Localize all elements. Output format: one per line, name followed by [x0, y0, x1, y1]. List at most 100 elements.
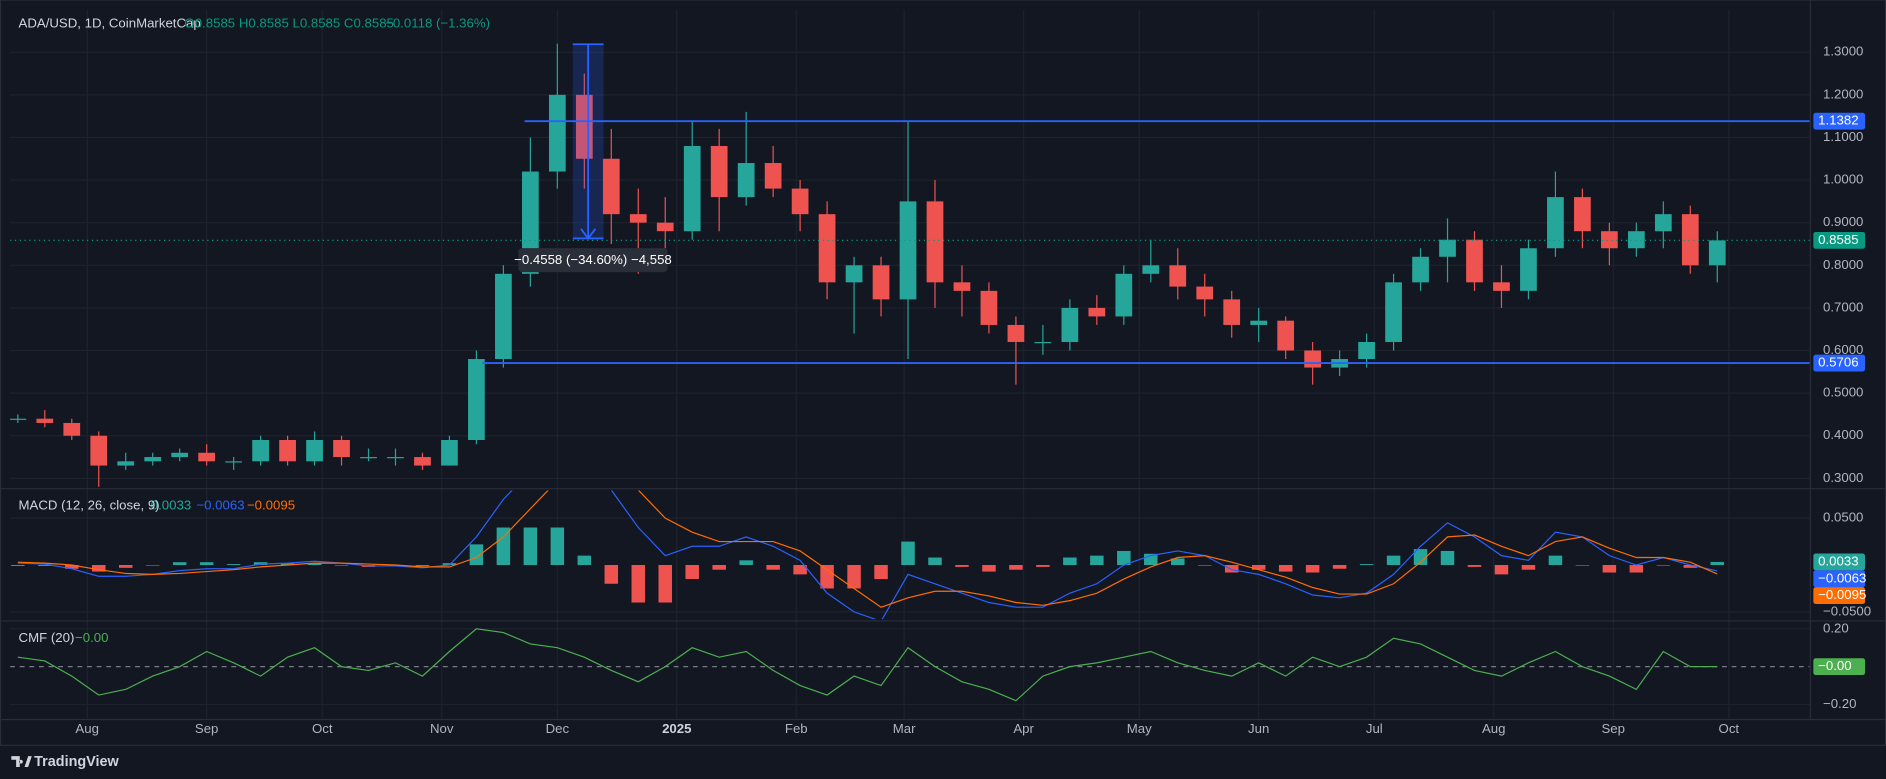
candle-body [387, 457, 404, 459]
ohlc-readout: O0.8585 H0.8585 L0.8585 C0.8585 [184, 16, 393, 31]
macd-histogram-bar [1036, 565, 1050, 567]
candle-body [1681, 214, 1699, 266]
macd-histogram-bar [577, 555, 592, 566]
candle-body [1088, 307, 1106, 317]
macd-histogram-bar [1251, 565, 1266, 570]
macd-histogram-bar [496, 527, 511, 566]
macd-histogram-bar [118, 565, 133, 568]
candle-body [495, 273, 512, 360]
overlay-layer: Aug Sep Oct Nov Dec 2025 Feb Mar Apr May Jun Jul Aug… [75, 44, 1871, 736]
macd-histogram-bar [226, 564, 241, 566]
macd-histogram-bar [550, 527, 565, 566]
candle-body [656, 222, 674, 232]
macd-histogram-bar [1278, 565, 1293, 572]
macd-histogram-bar [1413, 549, 1428, 566]
price-tag [1813, 553, 1866, 571]
candle-body [468, 359, 485, 441]
candle-body [683, 145, 701, 232]
macd-histogram-bar [1305, 565, 1320, 573]
macd-histogram-bar [1710, 561, 1725, 566]
candle-body [441, 440, 458, 466]
price-tag [1813, 570, 1866, 588]
macd-histogram-bar [847, 565, 861, 589]
macd-histogram-bar [658, 565, 672, 603]
y-tick-label: 0.4000 [1823, 427, 1863, 442]
candle-body [1493, 282, 1510, 291]
x-tick-label: Oct [312, 721, 333, 736]
macd-histogram-bar [1009, 565, 1023, 570]
cmf-readout: −0.00 [75, 630, 108, 645]
macd-histogram-bar [766, 565, 780, 570]
candle-body [198, 452, 216, 462]
candle-body [1277, 320, 1295, 351]
price-tag-label: 0.5706 [1818, 355, 1858, 370]
macd-histogram-bar [712, 565, 726, 570]
candle-body [360, 457, 377, 459]
candle-body [414, 457, 431, 466]
y-tick-label: 0.6000 [1823, 342, 1863, 357]
candle-body [548, 94, 566, 172]
cmf-title: CMF (20) [19, 630, 75, 645]
cmf-line [17, 628, 1718, 702]
x-tick-label: Mar [893, 721, 916, 736]
y-tick-label: 1.0000 [1823, 172, 1863, 187]
price-tag-label: −0.00 [1818, 658, 1851, 673]
macd-histogram-bar [65, 565, 79, 569]
x-tick-label: Sep [1601, 721, 1625, 736]
macd-histogram-bar [928, 557, 942, 566]
candle-body [1601, 231, 1618, 249]
price-tag [1813, 587, 1866, 604]
macd-histogram-bar [92, 565, 106, 572]
candle-body [1466, 239, 1483, 283]
candle-body [1708, 240, 1726, 266]
price-tag-label: −0.0063 [1818, 570, 1866, 585]
macd-line [17, 490, 1718, 620]
candle-body [279, 440, 296, 462]
candle-body [1007, 324, 1025, 342]
cmf-pane [10, 628, 1810, 702]
macd-histogram-bar [793, 565, 807, 575]
measure-label-box [518, 248, 668, 273]
candle-body [1385, 282, 1402, 342]
macd-histogram-bar [1197, 565, 1212, 566]
y-tick-label: 0.3000 [1823, 470, 1863, 485]
candle-body [1574, 197, 1591, 232]
candle-body [926, 201, 944, 283]
candle-body [1196, 286, 1214, 300]
candle-body [818, 214, 836, 283]
macd-histogram-bar [307, 563, 322, 566]
macd-histogram-bar [1683, 565, 1698, 568]
chart-frame [0, 0, 1886, 746]
candle-body [1142, 265, 1160, 274]
macd-title: MACD (12, 26, close, 9) [19, 498, 160, 513]
candle-body [845, 265, 863, 283]
candle-body [10, 418, 27, 420]
candle-body [144, 457, 162, 462]
price-tag-label: 0.0033 [1818, 553, 1858, 568]
x-tick-label: Apr [1013, 721, 1034, 736]
candle-body [1547, 197, 1564, 249]
x-tick-label: Jun [1248, 721, 1269, 736]
macd-histogram-bar [1359, 564, 1374, 566]
candle-body [117, 461, 135, 466]
macd-histogram-bar [685, 565, 699, 580]
candle-body [1439, 239, 1456, 257]
candle-body [980, 290, 998, 325]
price-tag [1813, 658, 1866, 676]
price-tag-label: −0.0095 [1818, 587, 1866, 602]
candle-body [252, 440, 269, 462]
y-tick-label: 0.7000 [1823, 299, 1863, 314]
macd-histogram-bar [280, 563, 295, 566]
macd-histogram-bar [1575, 565, 1590, 566]
x-tick-label: Nov [430, 721, 454, 736]
change-readout: −0.0118 (−1.36%) [385, 16, 490, 31]
candle-body [1115, 273, 1133, 317]
candle-body [764, 163, 782, 189]
candle-body [737, 163, 755, 198]
price-tag [1813, 231, 1866, 249]
y-tick-label: 0.20 [1823, 620, 1849, 635]
brand: TradingView [11, 754, 120, 770]
x-tick-label: May [1127, 721, 1152, 736]
macd-histogram-bar [334, 565, 349, 566]
brand-logo [11, 756, 32, 767]
